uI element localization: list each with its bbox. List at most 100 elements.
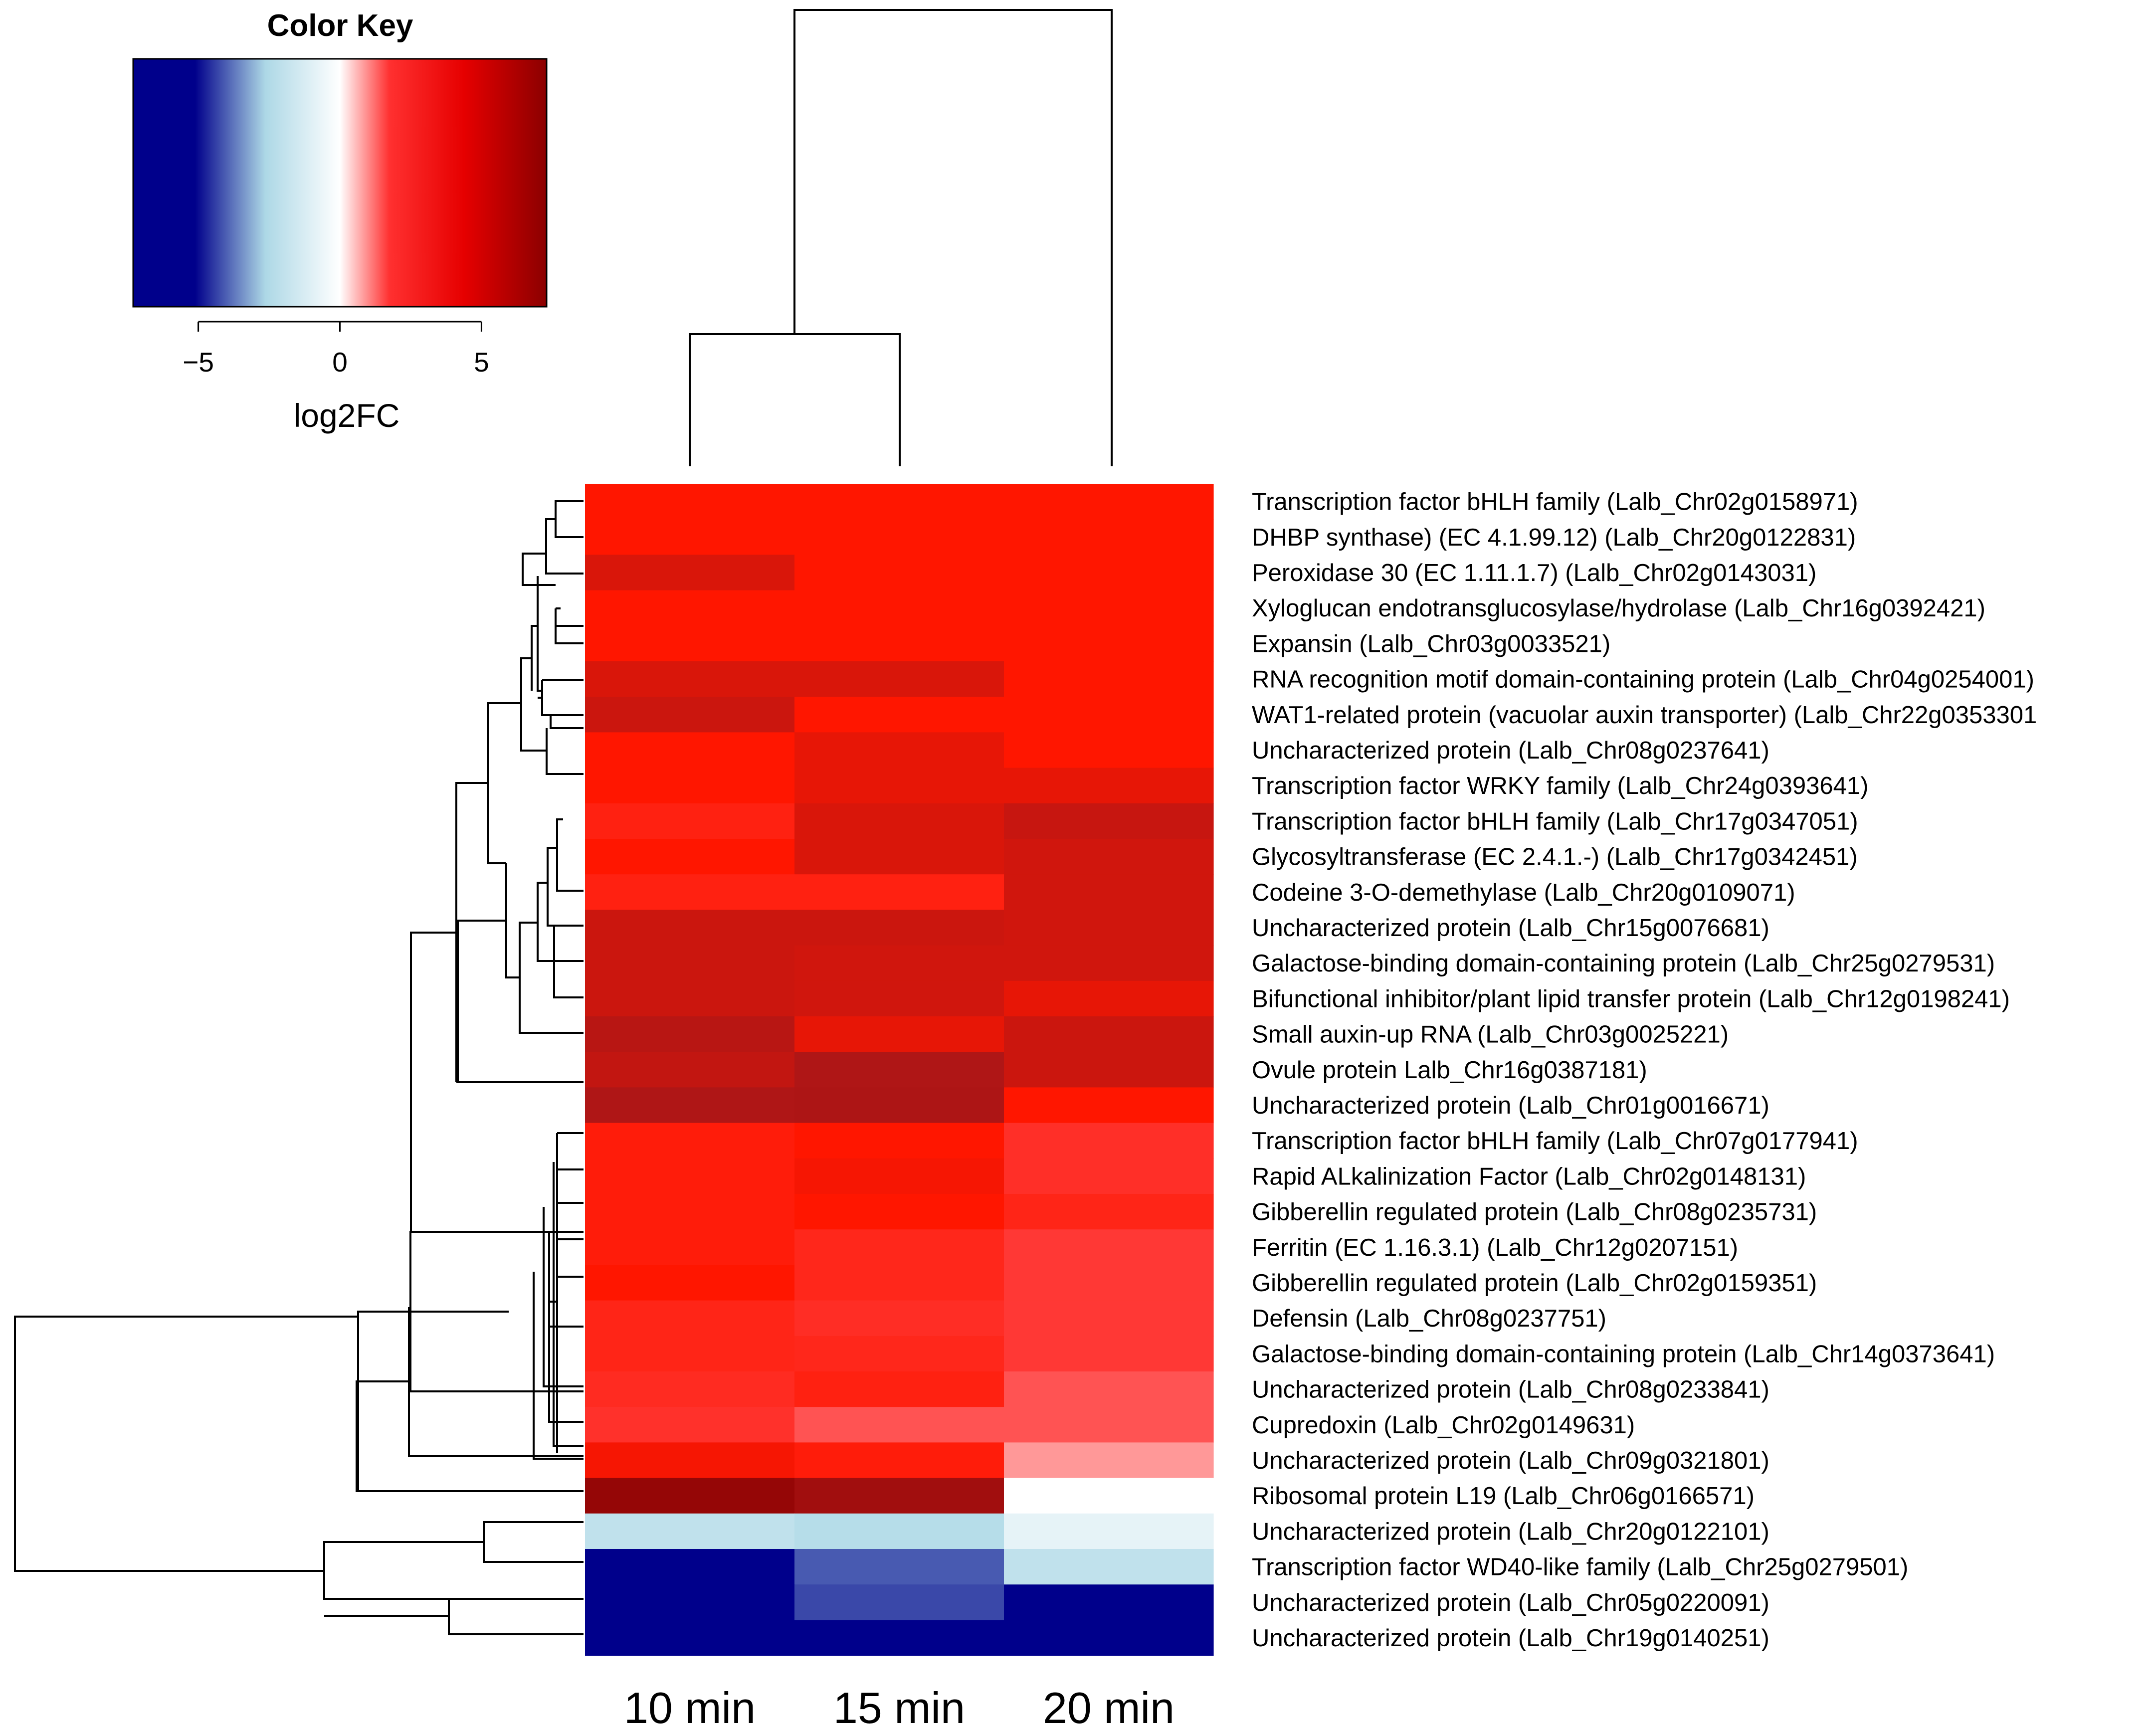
- row-label: Cupredoxin (Lalb_Chr02g0149631): [1252, 1412, 1635, 1439]
- heatmap-cell: [1004, 1336, 1214, 1372]
- heatmap-cell: [585, 519, 795, 555]
- heatmap-cell: [1004, 874, 1214, 910]
- heatmap-cell: [585, 768, 795, 804]
- heatmap-cell: [794, 1265, 1004, 1301]
- heatmap-cell: [585, 1158, 795, 1194]
- heatmap-cell: [1004, 1300, 1214, 1337]
- heatmap-cell: [794, 768, 1004, 804]
- heatmap-cell: [1004, 1584, 1214, 1620]
- heatmap-cell: [794, 1407, 1004, 1443]
- heatmap-cell: [1004, 1052, 1214, 1088]
- row-label: Small auxin-up RNA (Lalb_Chr03g0025221): [1252, 1021, 1729, 1048]
- heatmap-cells: [585, 484, 1214, 1656]
- heatmap-cell: [794, 555, 1004, 591]
- column-label: 15 min: [833, 1683, 965, 1733]
- heatmap-cell: [585, 910, 795, 946]
- color-key-axis: −5 0 5: [183, 321, 489, 378]
- row-label: Glycosyltransferase (EC 2.4.1.-) (Lalb_C…: [1252, 844, 1858, 871]
- heatmap-cell: [1004, 1016, 1214, 1052]
- heatmap-cell: [1004, 1265, 1214, 1301]
- heatmap-cell: [585, 1371, 795, 1407]
- heatmap-cell: [1004, 1442, 1214, 1479]
- row-dendrogram-lines: [14, 500, 584, 1635]
- column-label: 20 min: [1043, 1683, 1175, 1733]
- heatmap-cell: [794, 839, 1004, 875]
- row-label: Uncharacterized protein (Lalb_Chr20g0122…: [1252, 1518, 1769, 1545]
- row-label: Peroxidase 30 (EC 1.11.1.7) (Lalb_Chr02g…: [1252, 560, 1816, 586]
- color-key-gradient: [132, 58, 548, 308]
- heatmap-cell: [585, 1442, 795, 1479]
- row-label: Bifunctional inhibitor/plant lipid trans…: [1252, 985, 2010, 1012]
- heatmap-cell: [1004, 803, 1214, 839]
- heatmap-cell: [585, 1407, 795, 1443]
- heatmap-cell: [794, 874, 1004, 910]
- heatmap-cell: [794, 732, 1004, 769]
- row-label: Defensin (Lalb_Chr08g0237751): [1252, 1305, 1606, 1332]
- heatmap-cell: [794, 1194, 1004, 1230]
- heatmap-cell: [585, 1229, 795, 1265]
- heatmap-cell: [794, 910, 1004, 946]
- row-label: Uncharacterized protein (Lalb_Chr19g0140…: [1252, 1625, 1769, 1652]
- heatmap-cell: [1004, 768, 1214, 804]
- heatmap-cell: [794, 484, 1004, 520]
- heatmap-cell: [1004, 980, 1214, 1017]
- row-label: Transcription factor bHLH family (Lalb_C…: [1252, 808, 1858, 835]
- heatmap-cell: [1004, 1229, 1214, 1265]
- row-label: Galactose-binding domain-containing prot…: [1252, 1341, 1995, 1367]
- heatmap-cell: [794, 519, 1004, 555]
- column-labels: 10 min 15 min 20 min: [624, 1683, 1175, 1733]
- column-dendrogram-lines: [689, 9, 1113, 466]
- heatmap-cell: [1004, 1371, 1214, 1407]
- row-label: Transcription factor WRKY family (Lalb_C…: [1252, 772, 1868, 799]
- heatmap-cell: [1004, 519, 1214, 555]
- row-label: Uncharacterized protein (Lalb_Chr15g0076…: [1252, 915, 1769, 942]
- heatmap-cell: [1004, 910, 1214, 946]
- color-key-tick-label: 5: [474, 347, 489, 378]
- heatmap-cell: [585, 1620, 795, 1656]
- heatmap-cell: [585, 590, 795, 626]
- row-label: Gibberellin regulated protein (Lalb_Chr0…: [1252, 1199, 1817, 1226]
- heatmap-cell: [794, 1549, 1004, 1585]
- row-label: Xyloglucan endotransglucosylase/hydrolas…: [1252, 595, 1985, 622]
- heatmap-cell: [585, 1052, 795, 1088]
- heatmap-cell: [585, 1336, 795, 1372]
- heatmap-cell: [794, 1158, 1004, 1194]
- heatmap-cell: [1004, 1620, 1214, 1656]
- row-label: Ribosomal protein L19 (Lalb_Chr06g016657…: [1252, 1483, 1755, 1510]
- row-dendrogram: [14, 500, 584, 1635]
- heatmap-cell: [794, 1371, 1004, 1407]
- heatmap-cell: [1004, 661, 1214, 697]
- heatmap-cell: [585, 874, 795, 910]
- row-label: RNA recognition motif domain-containing …: [1252, 666, 2034, 693]
- heatmap-cell: [794, 1584, 1004, 1620]
- row-label: Uncharacterized protein (Lalb_Chr05g0220…: [1252, 1589, 1769, 1616]
- row-label: Uncharacterized protein (Lalb_Chr08g0237…: [1252, 737, 1769, 764]
- heatmap-cell: [1004, 625, 1214, 662]
- heatmap-cell: [585, 945, 795, 981]
- heatmap-cell: [1004, 839, 1214, 875]
- heatmap-cell: [1004, 1478, 1214, 1514]
- heatmap-cell: [585, 1513, 795, 1549]
- row-label: DHBP synthase) (EC 4.1.99.12) (Lalb_Chr2…: [1252, 524, 1856, 551]
- row-label: Transcription factor bHLH family (Lalb_C…: [1252, 1128, 1858, 1155]
- heatmap-cell: [794, 1620, 1004, 1656]
- row-label: Transcription factor WD40-like family (L…: [1252, 1554, 1908, 1581]
- heatmap-cell: [794, 697, 1004, 733]
- heatmap-cell: [585, 1194, 795, 1230]
- heatmap-cell: [1004, 697, 1214, 733]
- heatmap-cell: [794, 1087, 1004, 1124]
- heatmap-cell: [794, 1442, 1004, 1479]
- row-label: Uncharacterized protein (Lalb_Chr08g0233…: [1252, 1376, 1769, 1403]
- heatmap-cell: [794, 625, 1004, 662]
- heatmap-cell: [794, 1513, 1004, 1549]
- row-label: Ferritin (EC 1.16.3.1) (Lalb_Chr12g02071…: [1252, 1234, 1738, 1261]
- row-label: Uncharacterized protein (Lalb_Chr01g0016…: [1252, 1092, 1769, 1119]
- heatmap-cell: [585, 803, 795, 839]
- heatmap-cell: [794, 1052, 1004, 1088]
- heatmap-cell: [1004, 1087, 1214, 1124]
- heatmap-cell: [1004, 484, 1214, 520]
- heatmap-cell: [585, 1016, 795, 1052]
- heatmap-cell: [585, 555, 795, 591]
- heatmap-cell: [1004, 1123, 1214, 1159]
- row-label: Galactose-binding domain-containing prot…: [1252, 950, 1995, 977]
